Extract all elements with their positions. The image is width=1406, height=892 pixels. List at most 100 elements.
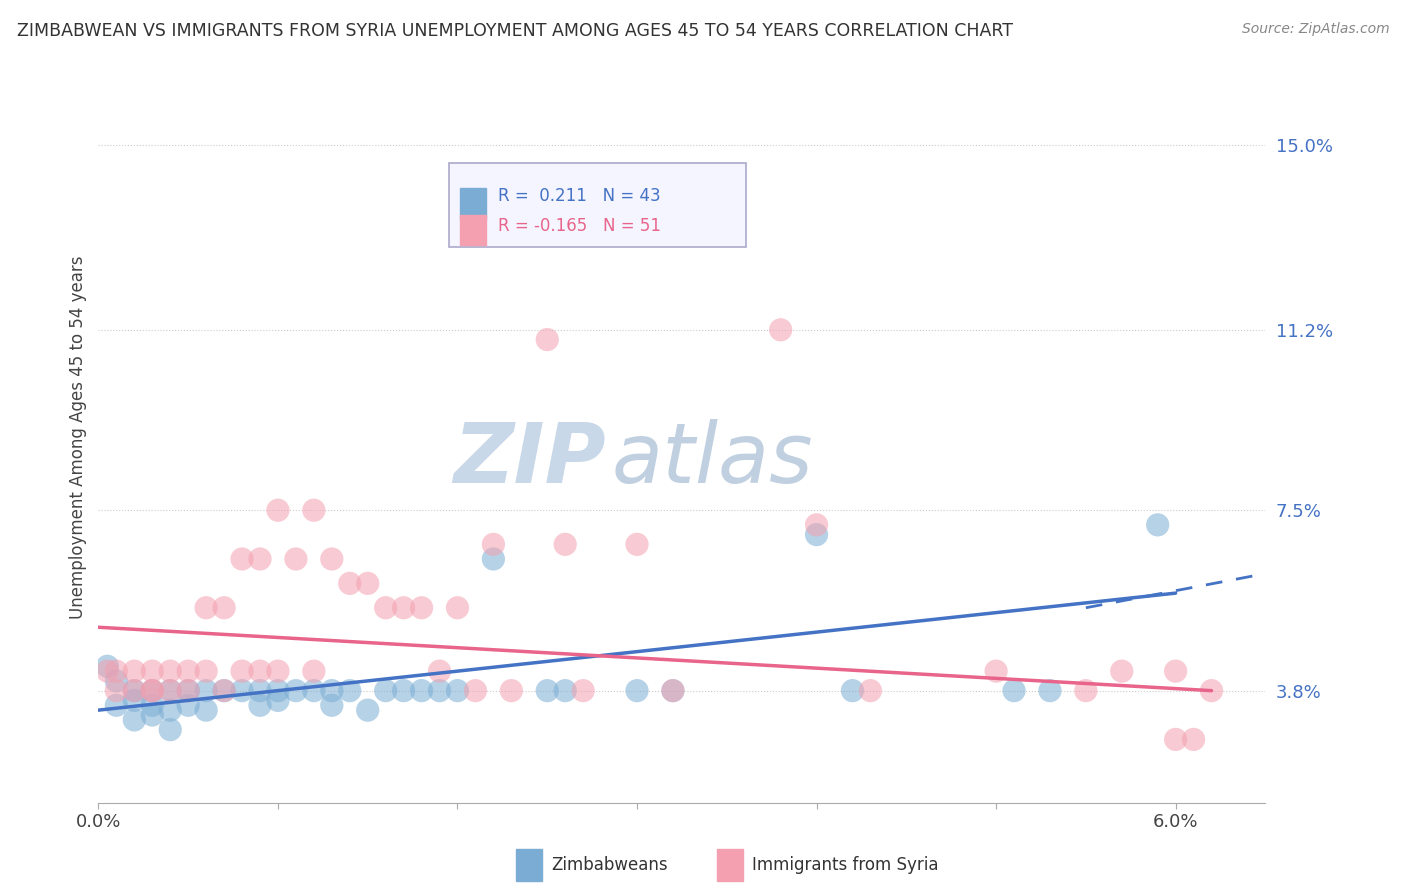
Point [806,517,828,532]
Point [212,683,235,698]
Text: ZIP: ZIP [453,418,606,500]
Point [195,703,218,717]
Point [374,683,396,698]
Point [446,683,468,698]
Point [231,683,253,698]
Y-axis label: Unemployment Among Ages 45 to 54 years: Unemployment Among Ages 45 to 54 years [69,255,87,619]
Point [357,576,380,591]
Point [141,683,163,698]
Point [572,683,595,698]
Text: Zimbabweans: Zimbabweans [551,856,668,874]
Point [374,600,396,615]
Point [429,664,451,678]
Point [806,527,828,541]
Point [339,683,361,698]
Point [195,600,218,615]
Point [249,664,271,678]
Point [177,698,200,713]
Point [411,683,433,698]
Point [859,683,882,698]
Point [1039,683,1062,698]
Text: Source: ZipAtlas.com: Source: ZipAtlas.com [1241,22,1389,37]
Point [321,552,343,566]
Point [105,683,128,698]
Point [482,537,505,551]
Point [554,537,576,551]
Point [464,683,486,698]
Point [249,683,271,698]
Point [626,683,648,698]
Point [141,683,163,698]
Point [231,664,253,678]
Point [267,683,290,698]
Point [177,664,200,678]
Point [96,664,118,678]
Point [212,600,235,615]
Bar [460,215,486,245]
Bar [460,188,486,219]
Point [96,659,118,673]
Point [321,683,343,698]
Point [267,664,290,678]
Point [339,576,361,591]
Point [554,683,576,698]
FancyBboxPatch shape [449,163,747,247]
Text: ZIMBABWEAN VS IMMIGRANTS FROM SYRIA UNEMPLOYMENT AMONG AGES 45 TO 54 YEARS CORRE: ZIMBABWEAN VS IMMIGRANTS FROM SYRIA UNEM… [17,22,1012,40]
Point [105,664,128,678]
Point [1074,683,1097,698]
Text: R = -0.165   N = 51: R = -0.165 N = 51 [498,217,661,235]
Point [141,683,163,698]
Point [984,664,1007,678]
Point [392,683,415,698]
Point [141,664,163,678]
Point [769,323,792,337]
Point [626,537,648,551]
Point [267,693,290,707]
Point [124,664,146,678]
Bar [516,848,541,881]
Point [841,683,863,698]
Point [284,552,307,566]
Point [1146,517,1168,532]
Point [662,683,685,698]
Text: atlas: atlas [612,418,814,500]
Bar [717,848,742,881]
Point [536,333,558,347]
Point [249,552,271,566]
Point [302,664,325,678]
Point [124,693,146,707]
Point [429,683,451,698]
Point [1164,664,1187,678]
Point [177,683,200,698]
Point [321,698,343,713]
Point [159,664,181,678]
Point [1002,683,1025,698]
Point [195,664,218,678]
Point [482,552,505,566]
Point [411,600,433,615]
Point [159,683,181,698]
Point [1164,732,1187,747]
Point [249,698,271,713]
Point [105,698,128,713]
Point [357,703,380,717]
Point [124,683,146,698]
Point [501,683,523,698]
Point [231,552,253,566]
Point [105,673,128,688]
Point [141,698,163,713]
Point [1182,732,1205,747]
Point [302,503,325,517]
Point [124,683,146,698]
Point [159,723,181,737]
Point [536,683,558,698]
Point [1201,683,1223,698]
Point [392,600,415,615]
Point [302,683,325,698]
Point [267,503,290,517]
Point [159,683,181,698]
Text: R =  0.211   N = 43: R = 0.211 N = 43 [498,186,661,204]
Point [1111,664,1133,678]
Point [195,683,218,698]
Text: Immigrants from Syria: Immigrants from Syria [752,856,938,874]
